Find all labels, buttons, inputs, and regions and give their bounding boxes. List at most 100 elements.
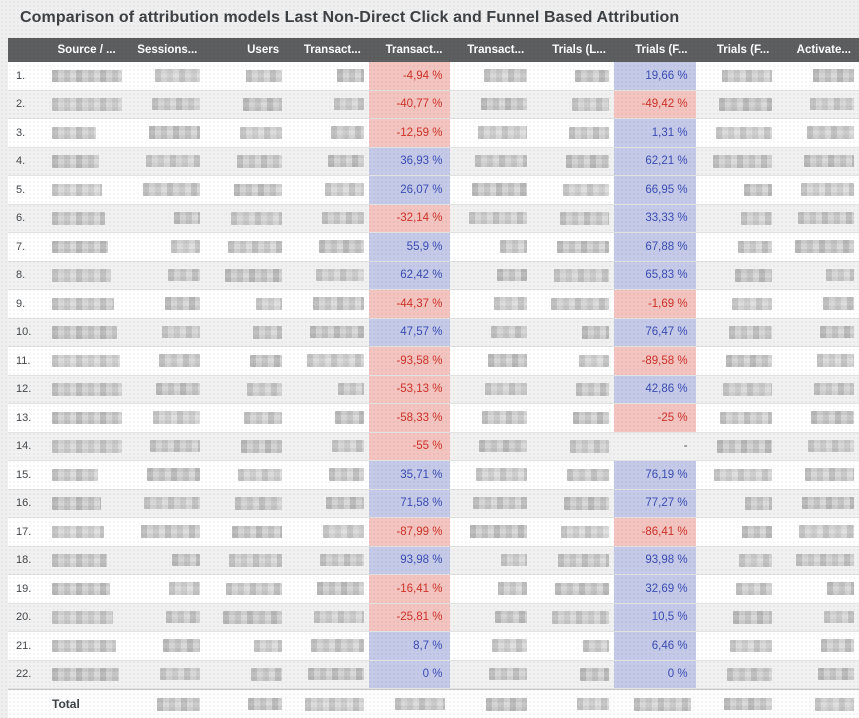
transactions_delta-total-cell [369,698,451,710]
table-row[interactable]: 3. -12,59 % 1,31 % [8,119,859,148]
col-header-trials_lndc[interactable]: Trials (L... [552,44,606,56]
table-row[interactable]: 2. -40,77 % -49,42 % [8,90,859,119]
redacted-value [823,611,854,624]
row-number: 4. [16,155,26,168]
transactions_lndc-cell [287,347,369,375]
redacted-value [497,269,528,282]
table-row[interactable]: 13. -58,33 % -25 % [8,404,859,433]
report-title: Comparison of attribution models Last No… [20,9,680,26]
trials_fba-cell [696,347,778,375]
sessions-cell [124,91,206,119]
redacted-value [223,610,283,624]
col-header-trials_delta[interactable]: Trials (F... [635,44,688,56]
redacted-value [723,382,773,396]
table-row[interactable]: 21. 8,7 % 6,46 % [8,632,859,661]
table-row[interactable]: 11. -93,58 % -89,58 % [8,347,859,376]
users-cell [205,233,287,261]
transactions_delta-value: 26,07 % [368,176,451,204]
redacted-value [557,553,609,567]
table-row[interactable]: 22. 0 % 0 % [8,660,859,689]
table-row[interactable]: 18. 93,98 % 93,98 % [8,546,859,575]
col-header-activations[interactable]: Activate... [796,44,851,56]
redacted-value [485,383,528,396]
redacted-value [801,497,854,510]
table-row[interactable]: 20. -25,81 % 10,5 % [8,603,859,632]
trials_lndc-cell [532,461,614,489]
redacted-value [316,582,364,596]
redacted-value [254,639,283,652]
trials_fba-cell [696,148,778,176]
redacted-value [229,553,283,567]
transactions_lndc-cell [287,290,369,318]
transactions_delta-value: -44,37 % [368,290,451,318]
redacted-value [800,183,854,197]
redacted-value [488,354,528,368]
col-header-source[interactable]: Source / ... [57,44,116,56]
redacted-value [52,97,122,111]
source-cell [42,661,124,689]
redacted-value [52,639,116,652]
redacted-value [312,297,364,311]
trials_fba-cell [696,490,778,518]
sessions-cell [124,376,206,404]
table-row[interactable]: 17. -87,99 % -86,41 % [8,518,859,547]
users-cell [205,262,287,290]
transactions_delta-value: 62,42 % [368,261,451,289]
trials_lndc-cell [532,319,614,347]
users-cell [205,290,287,318]
col-header-transactions_fba[interactable]: Transact... [467,44,525,56]
table-row[interactable]: 14. -55 % - [8,432,859,461]
table-row[interactable]: 4. 36,93 % 62,21 % [8,147,859,176]
source-cell [42,575,124,603]
table-row[interactable]: 7. 55,9 % 67,88 % [8,233,859,262]
redacted-value [806,126,854,140]
redacted-value [813,383,854,396]
redacted-value [716,126,773,139]
redacted-value [52,468,98,481]
sessions-cell [124,490,206,518]
trials_delta-value: 19,66 % [613,62,696,90]
redacted-value [160,668,201,681]
activations-cell [777,461,859,489]
sessions-cell [124,205,206,233]
table-row[interactable]: 9. -44,37 % -1,69 % [8,290,859,319]
row-number: 12. [16,383,32,396]
transactions_fba-cell [450,404,532,432]
table-row[interactable]: 19. -16,41 % 32,69 % [8,575,859,604]
table-row[interactable]: 12. -53,13 % 42,86 % [8,375,859,404]
transactions_lndc-cell [287,575,369,603]
col-header-users[interactable]: Users [247,44,280,56]
sessions-cell [124,262,206,290]
col-header-sessions[interactable]: Sessions... [137,44,198,56]
redacted-value [244,411,283,424]
redacted-value [146,155,201,168]
table-row[interactable]: 8. 62,42 % 65,83 % [8,261,859,290]
table-row[interactable]: 1. -4,94 % 19,66 % [8,62,859,91]
redacted-value [330,126,364,140]
users-cell [205,62,287,90]
redacted-value [738,240,773,253]
trials_fba-cell [696,547,778,575]
table-row[interactable]: 16. 71,58 % 77,27 % [8,489,859,518]
redacted-value [559,211,609,225]
table-row[interactable]: 15. 35,71 % 76,19 % [8,461,859,490]
redacted-value [810,411,854,425]
activations-cell [777,404,859,432]
trials_lndc-cell [532,91,614,119]
source-cell [42,205,124,233]
redacted-value [724,698,773,710]
transactions_delta-value: 55,9 % [368,233,451,261]
table-row[interactable]: 6. -32,14 % 33,33 % [8,204,859,233]
transactions_delta-value: -40,77 % [368,90,451,118]
transactions_fba-cell [450,376,532,404]
redacted-value [52,553,107,567]
col-header-transactions_delta[interactable]: Transact... [385,44,443,56]
redacted-value [310,639,364,653]
transactions_lndc-cell [287,604,369,632]
table-row[interactable]: 10. 47,57 % 76,47 % [8,318,859,347]
redacted-value [500,240,528,254]
col-header-transactions_lndc[interactable]: Transact... [303,44,361,56]
table-row[interactable]: 5. 26,07 % 66,95 % [8,176,859,205]
trials_fba-cell [696,290,778,318]
col-header-trials_fba[interactable]: Trials (F... [716,44,770,56]
